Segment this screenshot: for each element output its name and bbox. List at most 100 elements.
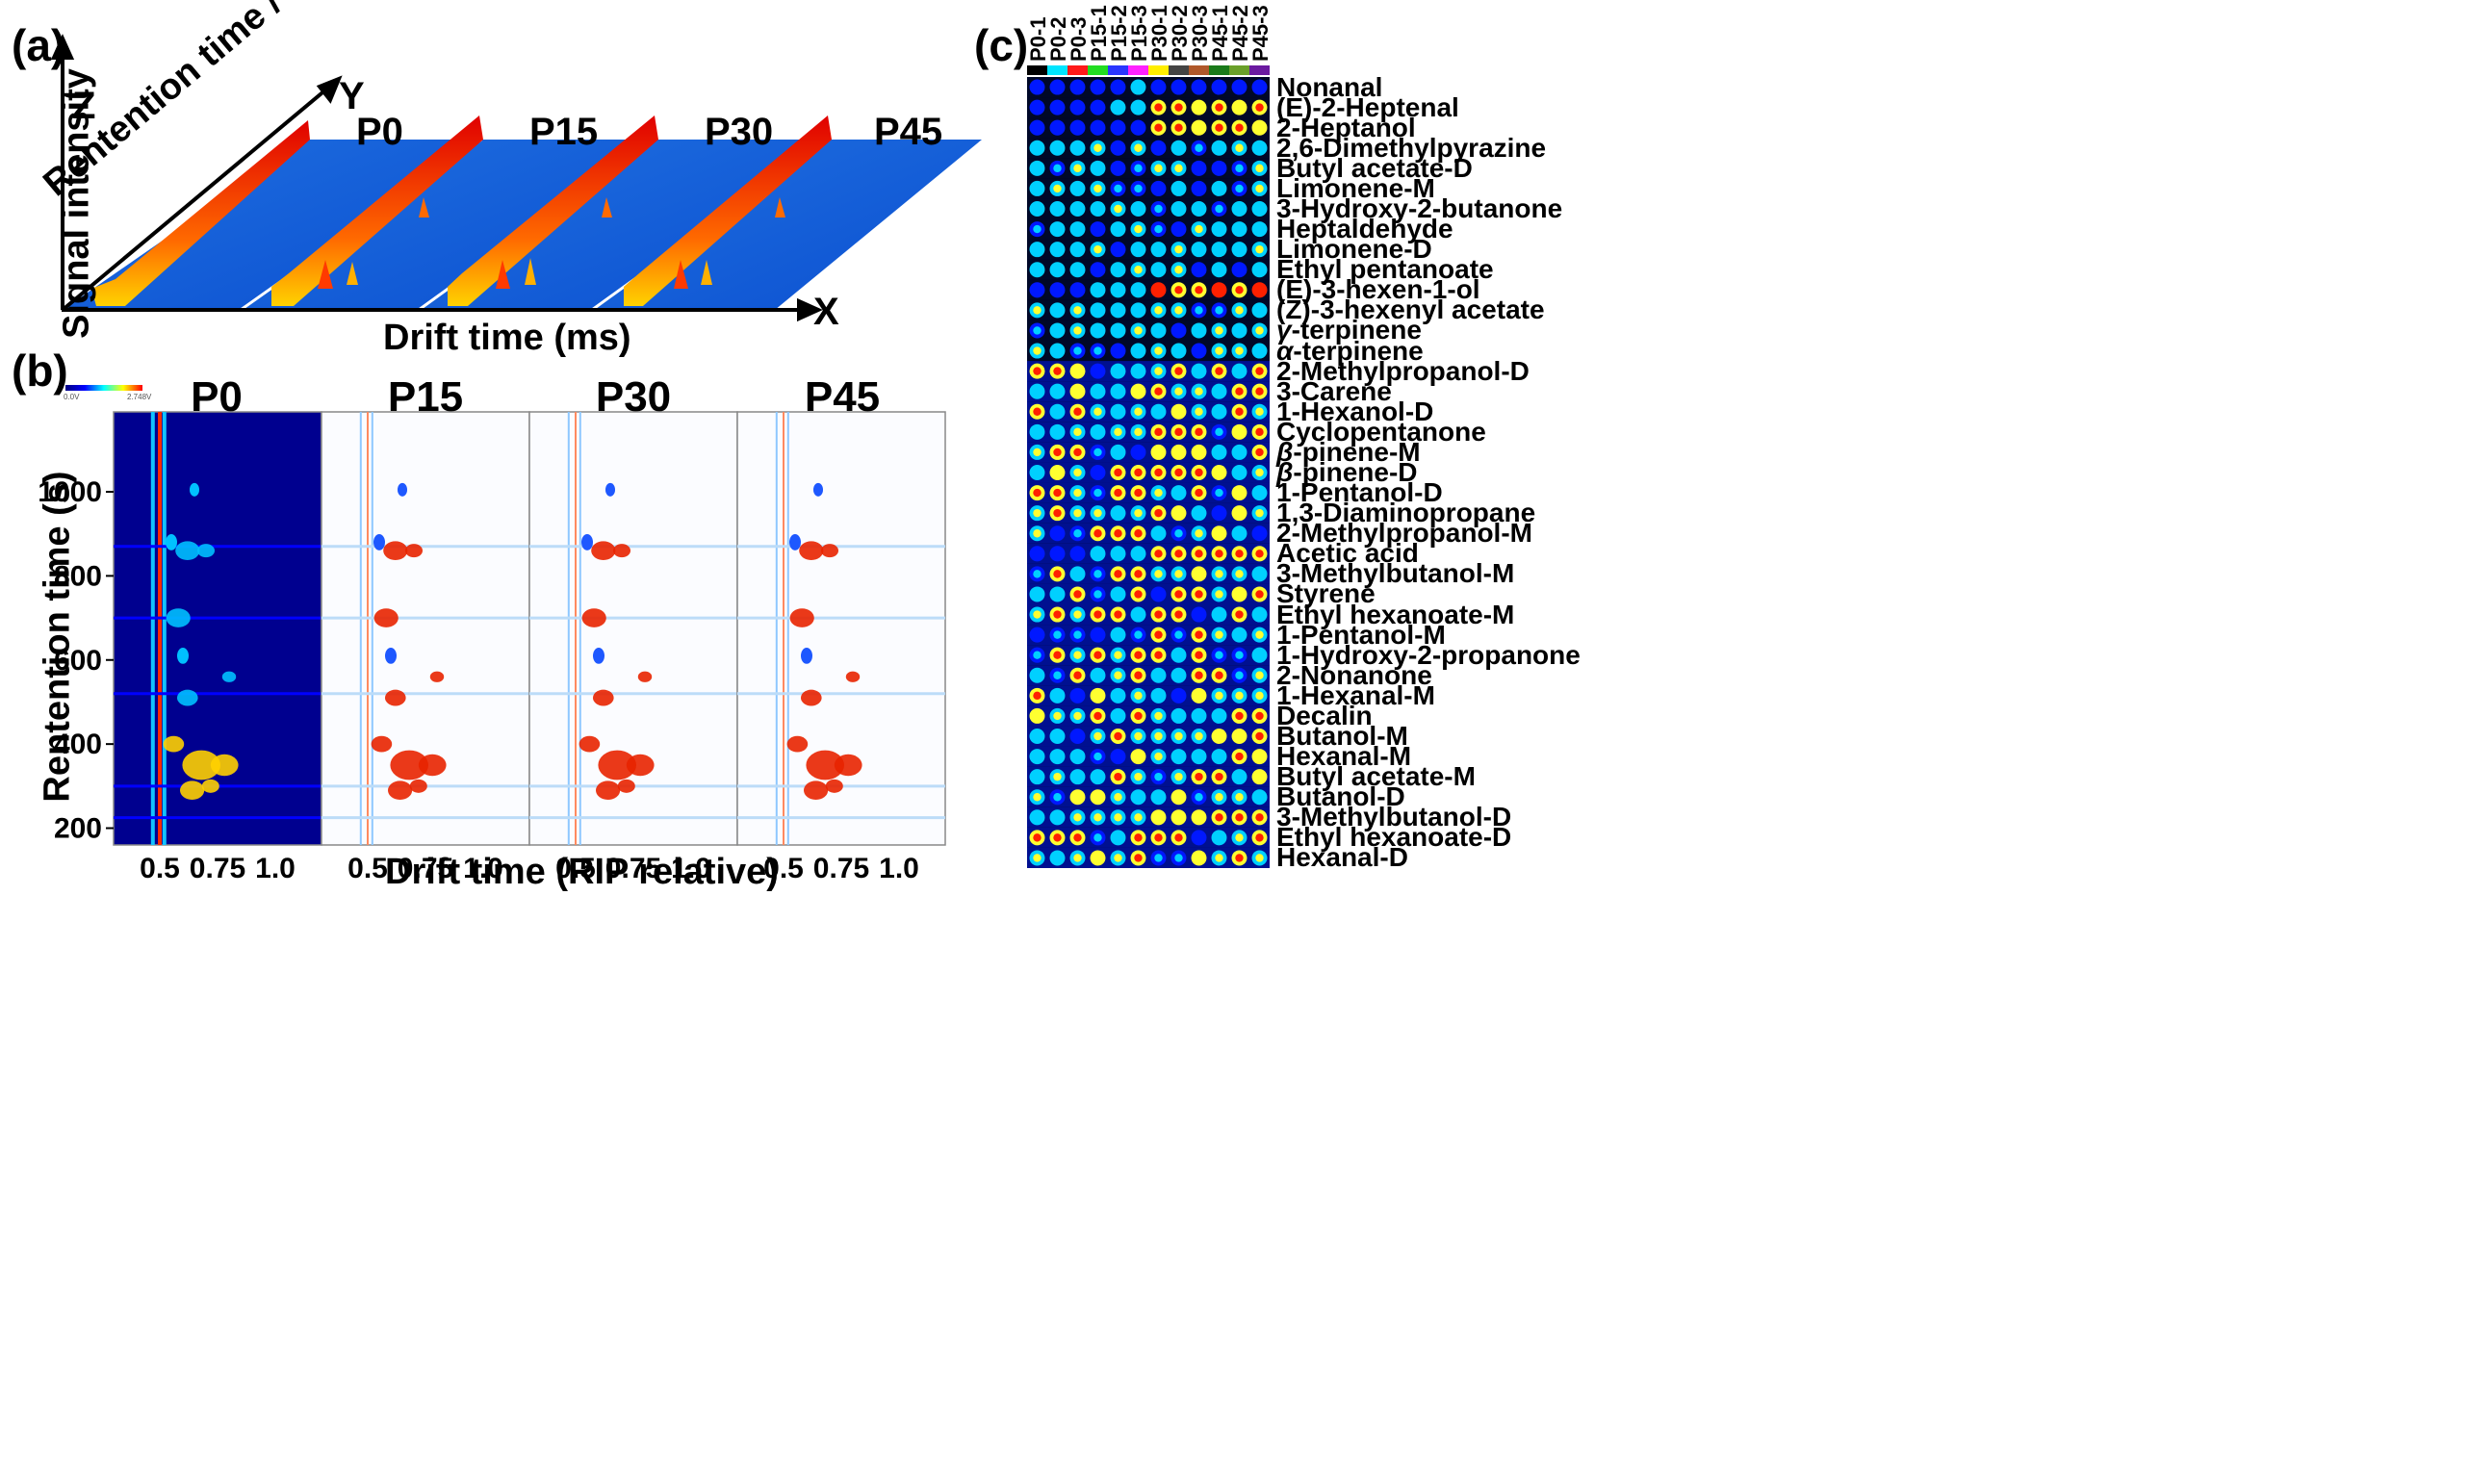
row-label: 3-Hydroxy-2-butanone bbox=[1276, 193, 1563, 223]
gallery-spot-core bbox=[1154, 793, 1163, 802]
plane-p45 bbox=[592, 140, 982, 310]
column-color-P15-1 bbox=[1088, 65, 1108, 75]
gallery-spot-core bbox=[1134, 772, 1143, 781]
peak bbox=[789, 534, 801, 550]
gallery-spot-core bbox=[1053, 793, 1062, 802]
gallery-spot-core bbox=[1215, 529, 1223, 538]
gallery-spot-core bbox=[1195, 244, 1203, 254]
gallery-spot-core bbox=[1073, 83, 1082, 91]
gallery-spot-core bbox=[1195, 691, 1203, 701]
gallery-spot-core bbox=[1073, 772, 1082, 781]
gallery-spot-core bbox=[1215, 367, 1223, 375]
row-label: Butanol-M bbox=[1276, 721, 1408, 751]
gallery-spot-core bbox=[1174, 854, 1183, 862]
gallery-spot-core bbox=[1174, 691, 1183, 701]
gallery-spot-core bbox=[1033, 468, 1042, 477]
peak bbox=[398, 482, 407, 497]
gallery-spot-core bbox=[1215, 508, 1223, 518]
gallery-spot-core bbox=[1134, 854, 1143, 862]
gallery-row bbox=[1027, 117, 1270, 139]
gallery-spot-core bbox=[1235, 488, 1244, 498]
gallery-spot-core bbox=[1134, 590, 1143, 599]
gallery-spot-core bbox=[1134, 83, 1143, 91]
gallery-spot-core bbox=[1174, 570, 1183, 578]
gallery-spot-core bbox=[1255, 367, 1264, 375]
gallery-spot-core bbox=[1073, 854, 1082, 862]
gallery-spot-core bbox=[1174, 266, 1183, 274]
gallery-spot-core bbox=[1053, 123, 1062, 132]
gallery-spot-core bbox=[1114, 204, 1122, 214]
row-label: Limonene-D bbox=[1276, 234, 1432, 265]
peak bbox=[175, 541, 200, 560]
gallery-spot-core bbox=[1073, 731, 1082, 741]
gallery-spot-core bbox=[1215, 286, 1223, 294]
gallery-row bbox=[1027, 665, 1270, 686]
gallery-spot-core bbox=[1255, 123, 1264, 132]
gallery-spot-core bbox=[1255, 448, 1264, 457]
gallery-spot-core bbox=[1073, 123, 1082, 132]
gallery-spot-core bbox=[1154, 204, 1163, 214]
gallery-spot-core bbox=[1255, 691, 1264, 701]
peak bbox=[804, 780, 829, 801]
row-label: Nonanal bbox=[1276, 71, 1383, 102]
gallery-spot-core bbox=[1093, 286, 1102, 294]
gallery-row bbox=[1027, 279, 1270, 300]
gallery-spot-core bbox=[1033, 244, 1042, 254]
peak bbox=[801, 647, 812, 664]
gallery-spot-core bbox=[1093, 326, 1102, 335]
column-color-P15-2 bbox=[1108, 65, 1128, 75]
row-label: Acetic acid bbox=[1276, 538, 1419, 569]
gallery-spot-core bbox=[1154, 691, 1163, 701]
x-tick-label: 0.5 bbox=[763, 853, 804, 884]
peak bbox=[177, 647, 189, 664]
gallery-spot-core bbox=[1093, 306, 1102, 315]
gallery-spot-core bbox=[1215, 346, 1223, 355]
gallery-spot-core bbox=[1114, 427, 1122, 437]
gallery-spot-core bbox=[1195, 590, 1203, 599]
gallery-spot-core bbox=[1053, 731, 1062, 741]
gallery-row bbox=[1027, 178, 1270, 199]
gallery-spot-core bbox=[1053, 691, 1062, 701]
gallery-spot-core bbox=[1235, 387, 1244, 396]
gallery-spot-core bbox=[1053, 529, 1062, 538]
plane-p0 bbox=[63, 140, 501, 310]
gallery-spot-core bbox=[1215, 610, 1223, 619]
gallery-spot-core bbox=[1195, 813, 1203, 822]
peak bbox=[591, 541, 616, 560]
gallery-spot-core bbox=[1215, 793, 1223, 802]
x-tick-label: 1.0 bbox=[255, 853, 296, 884]
gallery-row bbox=[1027, 645, 1270, 666]
gallery-spot-core bbox=[1134, 204, 1143, 214]
gallery-row bbox=[1027, 239, 1270, 260]
gallery-spot-core bbox=[1053, 610, 1062, 619]
gallery-spot-core bbox=[1195, 367, 1203, 375]
gallery-spot-core bbox=[1195, 164, 1203, 173]
row-label: 1-Hexanol-D bbox=[1276, 396, 1434, 426]
column-color-P0-2 bbox=[1047, 65, 1067, 75]
gallery-spot-core bbox=[1255, 306, 1264, 315]
row-label: γ-terpinene bbox=[1276, 315, 1422, 345]
row-label: Heptaldehyde bbox=[1276, 214, 1453, 244]
gallery-spot-core bbox=[1235, 103, 1244, 112]
gallery-spot-core bbox=[1195, 286, 1203, 294]
gallery-row bbox=[1027, 341, 1270, 362]
gallery-spot-core bbox=[1134, 164, 1143, 173]
ridge-p30 bbox=[448, 115, 658, 306]
gallery-spot-core bbox=[1073, 143, 1082, 152]
gallery-spot-core bbox=[1154, 103, 1163, 112]
gallery-spot-core bbox=[1195, 671, 1203, 679]
row-label: 3-Carene bbox=[1276, 375, 1392, 406]
subplot-p15: 0.5 0.75 1.0 bbox=[321, 411, 530, 884]
gallery-spot-core bbox=[1033, 306, 1042, 315]
gallery-spot-core bbox=[1134, 143, 1143, 152]
gallery-spot-core bbox=[1255, 83, 1264, 91]
gallery-spot-core bbox=[1053, 711, 1062, 721]
gallery-spot-core bbox=[1195, 833, 1203, 842]
peak bbox=[593, 647, 604, 664]
gallery-spot-core bbox=[1174, 448, 1183, 457]
gallery-spot-core bbox=[1053, 164, 1062, 173]
gallery-spot-core bbox=[1154, 266, 1163, 274]
peak bbox=[388, 780, 413, 801]
gallery-spot-core bbox=[1073, 286, 1082, 294]
column-color-P0-1 bbox=[1027, 65, 1047, 75]
